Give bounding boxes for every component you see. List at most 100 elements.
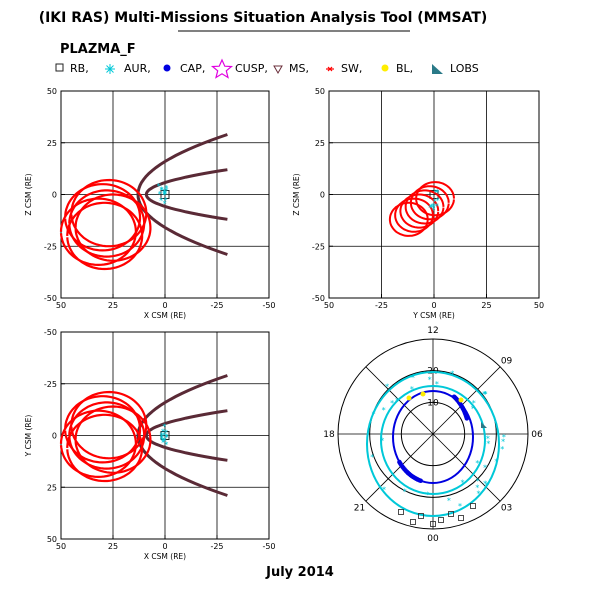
aur-marker: * bbox=[164, 432, 168, 441]
y-tick-label: -50 bbox=[44, 328, 57, 337]
aur-marker: * bbox=[483, 390, 487, 399]
x-axis-label: Y CSM (RE) bbox=[412, 311, 455, 320]
x-tick-label: 0 bbox=[431, 301, 436, 310]
aur-marker: * bbox=[162, 191, 166, 200]
polar-spoke bbox=[432, 366, 501, 435]
aur-marker: * bbox=[165, 434, 169, 443]
aur-marker: * bbox=[500, 445, 504, 454]
aur-marker: * bbox=[433, 198, 437, 207]
aur-marker: * bbox=[411, 373, 415, 382]
square-icon bbox=[55, 63, 64, 72]
aur-marker: * bbox=[431, 203, 435, 212]
aur-marker: * bbox=[164, 196, 168, 205]
auroral-oval-mid bbox=[380, 385, 486, 495]
aur-marker: * bbox=[160, 431, 164, 440]
star-icon bbox=[210, 58, 234, 79]
aur-marker: * bbox=[471, 404, 475, 413]
legend-item-aur: AUR, bbox=[105, 62, 151, 75]
orbit-loop bbox=[66, 413, 144, 483]
y-axis-label: Z CSM (RE) bbox=[292, 173, 301, 215]
x-tick-label: 0 bbox=[162, 301, 167, 310]
orbit-loop bbox=[70, 178, 148, 248]
aur-marker: * bbox=[161, 428, 165, 437]
aur-marker: * bbox=[431, 202, 435, 211]
mlt-label: 21 bbox=[354, 504, 365, 514]
y-tick-label: 50 bbox=[315, 87, 325, 96]
asterisk-icon bbox=[105, 64, 115, 74]
legend-item-cusp: CUSP, bbox=[210, 58, 268, 79]
x-tick-label: 25 bbox=[481, 301, 491, 310]
aur-marker: * bbox=[370, 453, 374, 462]
aur-marker: * bbox=[486, 440, 490, 449]
x-tick-label: 25 bbox=[108, 301, 118, 310]
aur-marker: * bbox=[410, 385, 414, 394]
mlt-label: 12 bbox=[427, 326, 438, 336]
legend-label-ms: MS, bbox=[289, 62, 309, 75]
dot-icon bbox=[163, 64, 171, 72]
aur-marker: * bbox=[482, 390, 486, 399]
mlt-label: 03 bbox=[501, 504, 512, 514]
x-tick-label: -25 bbox=[210, 301, 223, 310]
aur-marker: * bbox=[158, 190, 162, 199]
legend-item-ms: MS, bbox=[273, 62, 309, 75]
aur-marker: * bbox=[483, 464, 487, 473]
aur-marker: * bbox=[380, 437, 384, 446]
aur-marker: * bbox=[162, 188, 166, 197]
polar-spoke bbox=[365, 433, 434, 502]
aur-marker: * bbox=[429, 203, 433, 212]
aur-marker: * bbox=[371, 410, 375, 419]
aur-marker: * bbox=[382, 486, 386, 495]
aur-marker: * bbox=[428, 375, 432, 384]
earth-marker bbox=[160, 190, 170, 199]
aur-marker: * bbox=[484, 390, 488, 399]
mlt-label: 09 bbox=[501, 356, 513, 366]
aur-marker: * bbox=[163, 200, 167, 209]
legend-label-aur: AUR, bbox=[124, 62, 151, 75]
rb-marker bbox=[410, 519, 416, 525]
aur-marker: * bbox=[164, 441, 168, 450]
aur-marker: * bbox=[161, 438, 165, 447]
aur-marker: * bbox=[436, 197, 440, 206]
aur-marker: * bbox=[472, 399, 476, 408]
triangle-down-icon bbox=[273, 65, 283, 75]
aur-marker: * bbox=[163, 437, 167, 446]
aur-marker: * bbox=[160, 435, 164, 444]
y-tick-label: 0 bbox=[52, 191, 57, 200]
legend-label-lobs: LOBS bbox=[450, 62, 479, 75]
mlt-label: 06 bbox=[531, 430, 543, 440]
y-axis-label: Z CSM (RE) bbox=[24, 173, 33, 215]
aur-marker: * bbox=[163, 190, 167, 199]
bow-shock-curve bbox=[136, 133, 228, 256]
aur-marker: * bbox=[501, 437, 505, 446]
cap-marker bbox=[397, 459, 402, 465]
legend-item-lobs: LOBS bbox=[432, 62, 479, 75]
bl-marker bbox=[420, 391, 426, 397]
aur-marker: * bbox=[162, 423, 166, 432]
y-tick-label: -50 bbox=[44, 294, 57, 303]
lat-label: 10 bbox=[427, 398, 439, 408]
legend-item-rb: RB, bbox=[55, 62, 89, 75]
aur-marker: * bbox=[486, 435, 490, 444]
aur-marker: * bbox=[160, 436, 164, 445]
aur-marker: * bbox=[431, 206, 435, 215]
x-tick-label: 25 bbox=[108, 542, 118, 551]
aur-marker: * bbox=[164, 429, 168, 438]
aur-marker: * bbox=[395, 397, 399, 406]
orbit-loop bbox=[399, 193, 440, 229]
auroral-oval-outer bbox=[366, 371, 500, 517]
aur-marker: * bbox=[164, 187, 168, 196]
legend-label-rb: RB, bbox=[70, 62, 89, 75]
aur-marker: * bbox=[157, 182, 161, 191]
legend-label-cap: CAP, bbox=[180, 62, 205, 75]
aur-marker: * bbox=[382, 406, 386, 415]
legend-label-bl: BL, bbox=[396, 62, 413, 75]
legend-item-cap: CAP, bbox=[163, 62, 205, 75]
aur-marker: * bbox=[160, 433, 164, 442]
aur-marker: * bbox=[390, 399, 394, 408]
cap-oval bbox=[392, 390, 474, 484]
cap-marker bbox=[464, 416, 470, 421]
aur-marker: * bbox=[458, 502, 462, 511]
mlt-label: 18 bbox=[323, 430, 335, 440]
panel-yz: 50 -25 0 25 50 50 25 0 -25 -50 Y CSM (RE) Z CSM (RE… bbox=[292, 87, 544, 320]
